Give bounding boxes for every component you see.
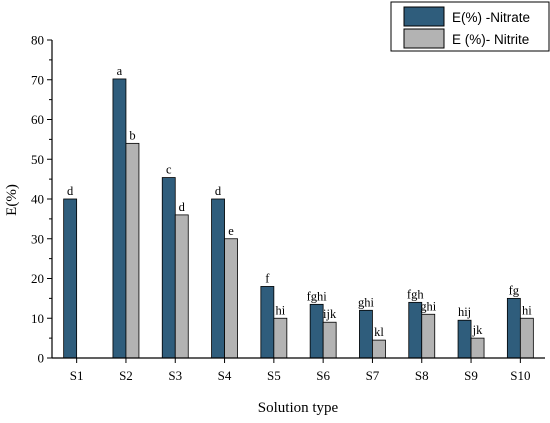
sig-label-nitrate-s10: fg (509, 283, 520, 297)
x-tick-label-s5: S5 (267, 368, 281, 383)
y-tick-label-20: 20 (31, 271, 44, 286)
bar-nitrate-s3 (161, 177, 176, 359)
x-tick-label-s8: S8 (415, 368, 429, 383)
sig-label-nitrite-s5: hi (275, 303, 285, 317)
y-tick-label-50: 50 (31, 152, 44, 167)
sig-label-nitrate-s3: c (166, 163, 172, 177)
bar-nitrate-s7 (359, 309, 373, 359)
sig-label-nitrite-s6: ijk (323, 307, 337, 321)
sig-label-nitrite-s3: d (179, 200, 186, 214)
y-tick-label-80: 80 (31, 33, 44, 48)
x-tick-label-s3: S3 (168, 368, 182, 383)
bar-nitrite-s8 (421, 313, 436, 359)
bar-nitrite-s2 (125, 142, 140, 359)
sig-label-nitrate-s1: d (67, 184, 74, 198)
sig-label-nitrate-s8: fgh (407, 287, 424, 301)
bar-nitrate-s2 (112, 78, 127, 359)
x-tick-label-s2: S2 (119, 368, 133, 383)
legend-label-nitrate: E(%) -Nitrate (452, 10, 530, 25)
y-tick-label-30: 30 (31, 231, 44, 246)
bar-nitrate-s5 (260, 286, 275, 359)
x-axis-title: Solution type (258, 400, 339, 416)
x-tick-label-s4: S4 (218, 368, 232, 383)
sig-label-nitrite-s4: e (228, 224, 234, 238)
sig-label-nitrate-s5: f (265, 271, 270, 285)
x-tick-label-s10: S10 (510, 368, 530, 383)
legend-swatch-nitrite (403, 28, 445, 49)
sig-label-nitrite-s9: jk (472, 323, 483, 337)
bar-nitrate-s10 (506, 297, 521, 359)
sig-label-nitrate-s7: ghi (358, 295, 375, 309)
y-tick-label-70: 70 (31, 72, 44, 87)
bar-nitrite-s6 (322, 321, 337, 359)
axes-layer: S1 S2 S3 S4 S5 S6 S7 S8 S9 S10 0 10 20 30 40 50 60 70 80 (31, 33, 545, 383)
sig-label-nitrite-s7: kl (374, 325, 384, 339)
legend-swatch-nitrate (403, 6, 445, 27)
x-tick-label-s1: S1 (70, 368, 84, 383)
sig-label-nitrite-s2: b (129, 128, 135, 142)
legend: E(%) -Nitrate E (%)- Nitrite (390, 1, 550, 52)
y-tick-label-60: 60 (31, 112, 44, 127)
bar-nitrite-s9 (470, 337, 485, 359)
sig-label-nitrate-s4: d (215, 184, 222, 198)
sig-label-nitrite-s10: hi (522, 303, 532, 317)
y-tick-label-40: 40 (31, 192, 44, 207)
bar-nitrate-s9 (457, 319, 472, 359)
bar-nitrite-s4 (224, 238, 238, 359)
y-tick-label-0: 0 (38, 351, 45, 366)
bar-nitrite-s5 (273, 317, 288, 359)
bar-nitrate-s6 (309, 303, 324, 359)
bar-nitrite-s3 (174, 214, 189, 359)
x-tick-label-s6: S6 (316, 368, 330, 383)
sig-label-nitrate-s9: hij (458, 305, 471, 319)
x-tick-label-s9: S9 (464, 368, 478, 383)
y-tick-label-10: 10 (31, 311, 44, 326)
bars-layer (63, 78, 534, 359)
x-tick-label-s7: S7 (366, 368, 380, 383)
bar-nitrite-s7 (372, 339, 386, 359)
legend-label-nitrite: E (%)- Nitrite (452, 32, 529, 47)
sig-label-nitrite-s8: ghi (420, 299, 437, 313)
bar-nitrate-s1 (63, 198, 78, 359)
sig-label-nitrate-s6: fghi (307, 289, 328, 303)
y-axis-title: E(%) (4, 184, 20, 216)
sig-label-nitrate-s2: a (117, 64, 123, 78)
bar-nitrate-s4 (211, 198, 225, 359)
bar-nitrite-s10 (519, 317, 534, 359)
